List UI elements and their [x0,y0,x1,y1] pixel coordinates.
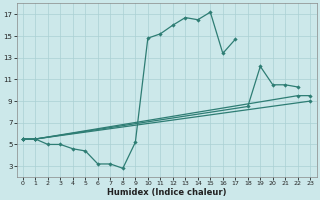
X-axis label: Humidex (Indice chaleur): Humidex (Indice chaleur) [107,188,226,197]
